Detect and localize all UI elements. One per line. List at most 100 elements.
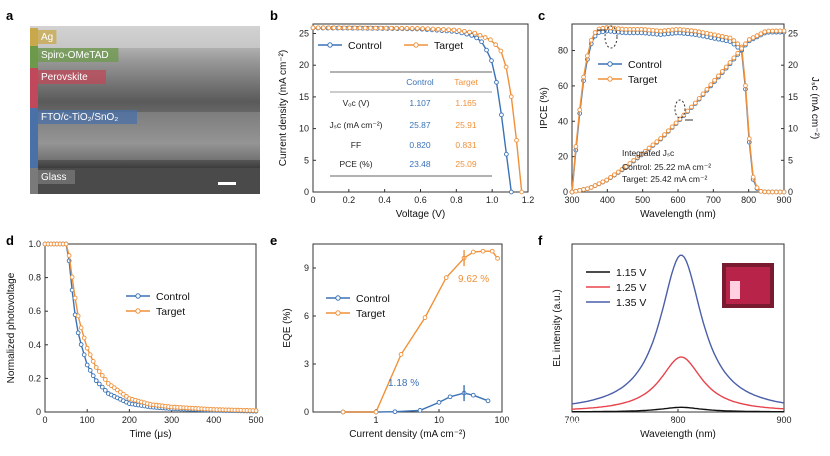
series-target-point	[480, 248, 486, 254]
series-control-point	[84, 362, 90, 368]
y-tick-label: 80	[558, 46, 568, 56]
layer-bar-2	[30, 68, 38, 108]
series-target-jsc-point	[781, 28, 787, 34]
series-target-jsc-point	[712, 77, 717, 83]
series-control-point	[489, 58, 494, 63]
series-control-point	[87, 368, 93, 373]
series-target-jsc-point	[631, 158, 637, 163]
series-target-point	[398, 352, 404, 357]
series-target-point	[639, 26, 644, 32]
panel-label-a: a	[6, 8, 14, 23]
table-header-control: Control	[406, 77, 434, 87]
series-target-point	[581, 74, 586, 80]
series-target-point	[762, 189, 768, 195]
layer-bar-0	[30, 28, 38, 46]
series-control-point	[417, 408, 423, 413]
series-target-point	[658, 28, 664, 34]
ag-region	[30, 26, 260, 48]
panel-label-d: d	[6, 233, 14, 248]
table-row-jsc-label: Jₛc (mA cm⁻²)	[330, 120, 383, 130]
panel-label-e: e	[270, 233, 277, 248]
series-target-point	[673, 27, 679, 32]
legend-label: 1.15 V	[616, 267, 646, 279]
x-axis-label: Time (μs)	[129, 429, 171, 440]
series-target-jsc-point	[662, 132, 667, 137]
x-tick-label: 500	[635, 195, 650, 205]
x-tick-label: 900	[776, 415, 791, 425]
y-tick-label: 15	[299, 92, 309, 102]
series-135V-line	[571, 254, 785, 405]
table-row-voc-control: 1.107	[409, 98, 431, 108]
series-115V-line	[571, 406, 784, 413]
x-tick-label: 800	[670, 415, 685, 425]
series-control-point	[78, 342, 84, 347]
x-tick-label: 10	[434, 415, 444, 425]
series-target-point	[340, 409, 346, 415]
series-target-point	[121, 391, 126, 397]
x-tick-label: 1.2	[522, 195, 535, 205]
ipce-chart: 300 400 500 600 700 800 9000204060800510152025…	[539, 23, 820, 220]
series-target-point	[383, 25, 389, 31]
series-target-jsc-point	[716, 73, 721, 79]
legend-label: Target	[156, 306, 185, 318]
series-target-point	[704, 30, 710, 36]
sem-cross-section: Ag Spiro-OMeTAD Perovskite FTO/c-TiO₂/SnO₂ G…	[30, 26, 260, 194]
legend-label: Control	[156, 291, 190, 303]
series-control-point	[484, 47, 489, 53]
table-row-voc-target: 1.165	[455, 98, 477, 108]
x-tick-label: 500	[248, 415, 263, 425]
x-tick-label: 400	[600, 195, 615, 205]
series-target-point	[654, 28, 660, 34]
plot-frame	[44, 243, 257, 413]
y-tick-label: 5	[304, 155, 309, 165]
series-target-point	[773, 189, 779, 195]
series-target-point	[708, 31, 714, 37]
series-target-jsc-point	[723, 64, 729, 70]
legend-marker	[413, 42, 419, 48]
x-tick-label: 100	[80, 415, 95, 425]
y-right-tick-label: 10	[788, 124, 798, 134]
series-target-jsc-point	[766, 28, 771, 34]
y-tick-label: 9	[304, 263, 309, 273]
x-tick-label: 400	[206, 415, 221, 425]
x-tick-label: 700	[706, 195, 721, 205]
jsc-annotation-circle	[674, 99, 686, 119]
series-target-point	[394, 25, 399, 31]
x-tick-label: 100	[494, 415, 509, 425]
series-target-point	[90, 359, 96, 364]
series-control-point	[102, 387, 108, 393]
series-target-point	[409, 26, 415, 31]
y-tick-label: 0.2	[28, 373, 41, 383]
x-tick-label: 0.4	[378, 195, 391, 205]
series-target-jsc-point	[646, 145, 652, 151]
series-target-point	[669, 27, 675, 33]
series-target-jsc-point	[604, 177, 610, 183]
series-target-jsc-point	[762, 29, 768, 35]
series-target-point	[573, 144, 579, 149]
series-control-point	[96, 381, 102, 387]
layer-label-bg-4	[38, 170, 75, 184]
series-control-point	[99, 384, 105, 390]
table-row-pce-label: PCE (%)	[339, 159, 372, 169]
y-axis-label: EL intensity (a.u.)	[552, 289, 563, 366]
series-target-jsc-point	[585, 186, 590, 192]
x-tick-label: 300	[564, 195, 579, 205]
layer-bar-1	[30, 46, 38, 68]
legend-marker	[607, 76, 613, 82]
table-row-jsc-target: 25.91	[455, 120, 477, 130]
series-target-jsc-point	[746, 37, 752, 42]
y-tick-label: 25	[299, 29, 309, 39]
series-target-point	[758, 188, 764, 194]
series-target-point	[677, 27, 683, 32]
series-target-point	[362, 25, 368, 31]
series-target-point	[642, 27, 648, 32]
series-target-point	[108, 383, 114, 388]
series-target-point	[700, 30, 706, 35]
series-target-point	[472, 30, 478, 36]
watermark: 公众号 · 矿物薄膜太阳能电池	[505, 419, 673, 434]
series-target-jsc-point	[743, 41, 748, 47]
x-axis-label: Wavelength (nm)	[640, 429, 716, 440]
annotation-control-eqe: 1.18 %	[388, 378, 419, 389]
series-target-point	[456, 28, 462, 33]
series-target-point	[592, 30, 598, 35]
